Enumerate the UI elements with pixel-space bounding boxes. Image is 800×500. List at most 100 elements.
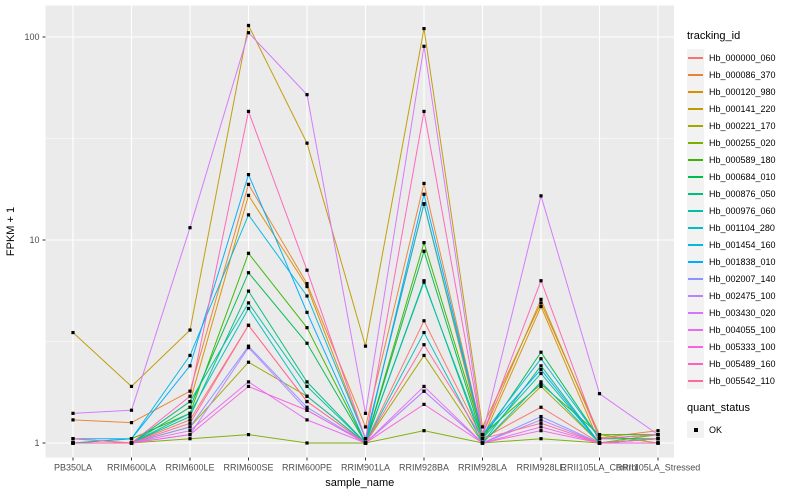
swatch-line-icon <box>688 124 703 127</box>
legend-item-label: Hb_002007_140 <box>709 273 776 284</box>
swatch-line-icon <box>688 107 703 110</box>
swatch-line-icon <box>688 209 703 212</box>
legend-color-swatch <box>687 134 704 151</box>
axis-ticks <box>42 36 659 461</box>
legend-items-tracking-id: Hb_000000_060 Hb_000086_370 Hb_000120_980 H… <box>687 49 799 389</box>
legend-item-label: Hb_000976_060 <box>709 205 776 216</box>
quant-status-marker <box>305 310 309 314</box>
quant-status-marker <box>480 437 485 441</box>
quant-status-marker <box>246 182 251 186</box>
y-tick-label: 10 <box>29 235 39 245</box>
quant-status-marker <box>71 330 75 335</box>
quant-status-marker <box>246 251 251 255</box>
legend-item-Hb_000255_020: Hb_000255_020 <box>687 134 799 151</box>
quant-status-marker <box>539 405 543 409</box>
quant-status-marker <box>422 319 426 323</box>
legend-item-Hb_002007_140: Hb_002007_140 <box>687 270 799 287</box>
y-tick-label: 100 <box>24 32 39 42</box>
quant-status-marker <box>305 384 309 389</box>
quant-status-marker <box>480 425 485 429</box>
x-axis-title: sample_name <box>325 477 394 489</box>
quant-status-marker <box>539 421 543 425</box>
quant-status-marker <box>305 380 309 384</box>
x-tick-label: RRII105LA_Stressed <box>616 463 701 473</box>
y-axis-title: FPKM + 1 <box>5 207 17 256</box>
quant-status-marker <box>539 429 543 433</box>
quant-status-marker <box>246 384 251 389</box>
legend-item-Hb_004055_100: Hb_004055_100 <box>687 321 799 338</box>
legend-color-swatch <box>687 219 704 236</box>
quant-status-marker <box>305 441 309 445</box>
quant-status-marker <box>188 328 192 332</box>
quant-status-marker <box>188 405 192 409</box>
quant-status-marker <box>129 421 134 425</box>
quant-status-marker <box>188 418 192 422</box>
swatch-line-icon <box>688 277 703 280</box>
legend-color-swatch <box>687 253 704 270</box>
quant-status-marker <box>305 341 309 345</box>
legend-color-swatch <box>687 202 704 219</box>
quant-status-marker <box>129 441 134 445</box>
quant-status-marker <box>129 384 134 389</box>
quant-status-marker <box>188 437 192 441</box>
y-axis-labels: 1 10 100 <box>24 32 39 448</box>
quant-status-marker <box>539 194 543 198</box>
quant-status-marker <box>246 289 251 293</box>
quant-status-marker <box>188 353 192 358</box>
legend-color-swatch <box>687 338 704 355</box>
swatch-line-icon <box>688 226 703 229</box>
quant-status-marker <box>188 429 192 433</box>
quant-status-marker <box>422 353 426 358</box>
swatch-line-icon <box>688 328 703 331</box>
legend-color-swatch <box>687 185 704 202</box>
legend-item-label: Hb_000684_010 <box>709 171 776 182</box>
quant-status-marker <box>246 306 251 311</box>
legend-item-quant-OK: OK <box>687 421 799 438</box>
x-tick-label: RRIM928LA <box>458 463 507 473</box>
legend-color-swatch <box>687 49 704 66</box>
quant-status-marker <box>188 389 192 393</box>
quant-status-marker <box>422 389 426 393</box>
quant-status-marker <box>246 271 251 275</box>
legend-item-label: Hb_000589_180 <box>709 154 776 165</box>
quant-status-marker <box>246 109 251 114</box>
quant-status-marker <box>597 437 602 441</box>
legend-item-Hb_000221_170: Hb_000221_170 <box>687 117 799 134</box>
quant-status-marker <box>246 31 251 35</box>
legend-item-label: Hb_001838_010 <box>709 256 776 267</box>
legend-item-label: Hb_000876_050 <box>709 188 776 199</box>
quant-status-marker <box>188 411 192 415</box>
quant-status-marker <box>422 202 426 206</box>
quant-status-marker <box>305 93 309 97</box>
quant-status-marker <box>246 432 251 437</box>
x-tick-label: RRIM928LE <box>516 463 565 473</box>
legend-item-Hb_001454_160: Hb_001454_160 <box>687 236 799 253</box>
quant-status-marker <box>71 411 75 415</box>
quant-status-marker <box>129 408 134 412</box>
legend-item-Hb_000684_010: Hb_000684_010 <box>687 168 799 185</box>
quant-status-marker <box>188 414 192 419</box>
quant-status-marker <box>539 301 543 305</box>
legend-item-label: Hb_000000_060 <box>709 52 776 63</box>
legend-color-swatch <box>687 236 704 253</box>
x-tick-label: RRIM600LE <box>165 463 214 473</box>
legend-item-Hb_000589_180: Hb_000589_180 <box>687 151 799 168</box>
legend-item-label: Hb_003430_020 <box>709 307 776 318</box>
quant-status-marker <box>188 394 192 398</box>
legend-color-swatch <box>687 287 704 304</box>
legend-item-label: Hb_000141_220 <box>709 103 776 114</box>
swatch-line-icon <box>688 345 703 348</box>
legend-item-label: Hb_001104_280 <box>709 222 775 233</box>
quant-status-marker <box>246 323 251 327</box>
quant-status-marker <box>539 418 543 422</box>
quant-status-marker <box>305 284 309 289</box>
quant-status-marker <box>363 411 368 415</box>
legend-item-Hb_005489_160: Hb_005489_160 <box>687 355 799 372</box>
quant-status-marker <box>305 141 309 145</box>
legend-color-swatch <box>687 168 704 185</box>
swatch-line-icon <box>688 294 703 297</box>
quant-status-marker <box>188 432 192 437</box>
legend-color-swatch <box>687 270 704 287</box>
